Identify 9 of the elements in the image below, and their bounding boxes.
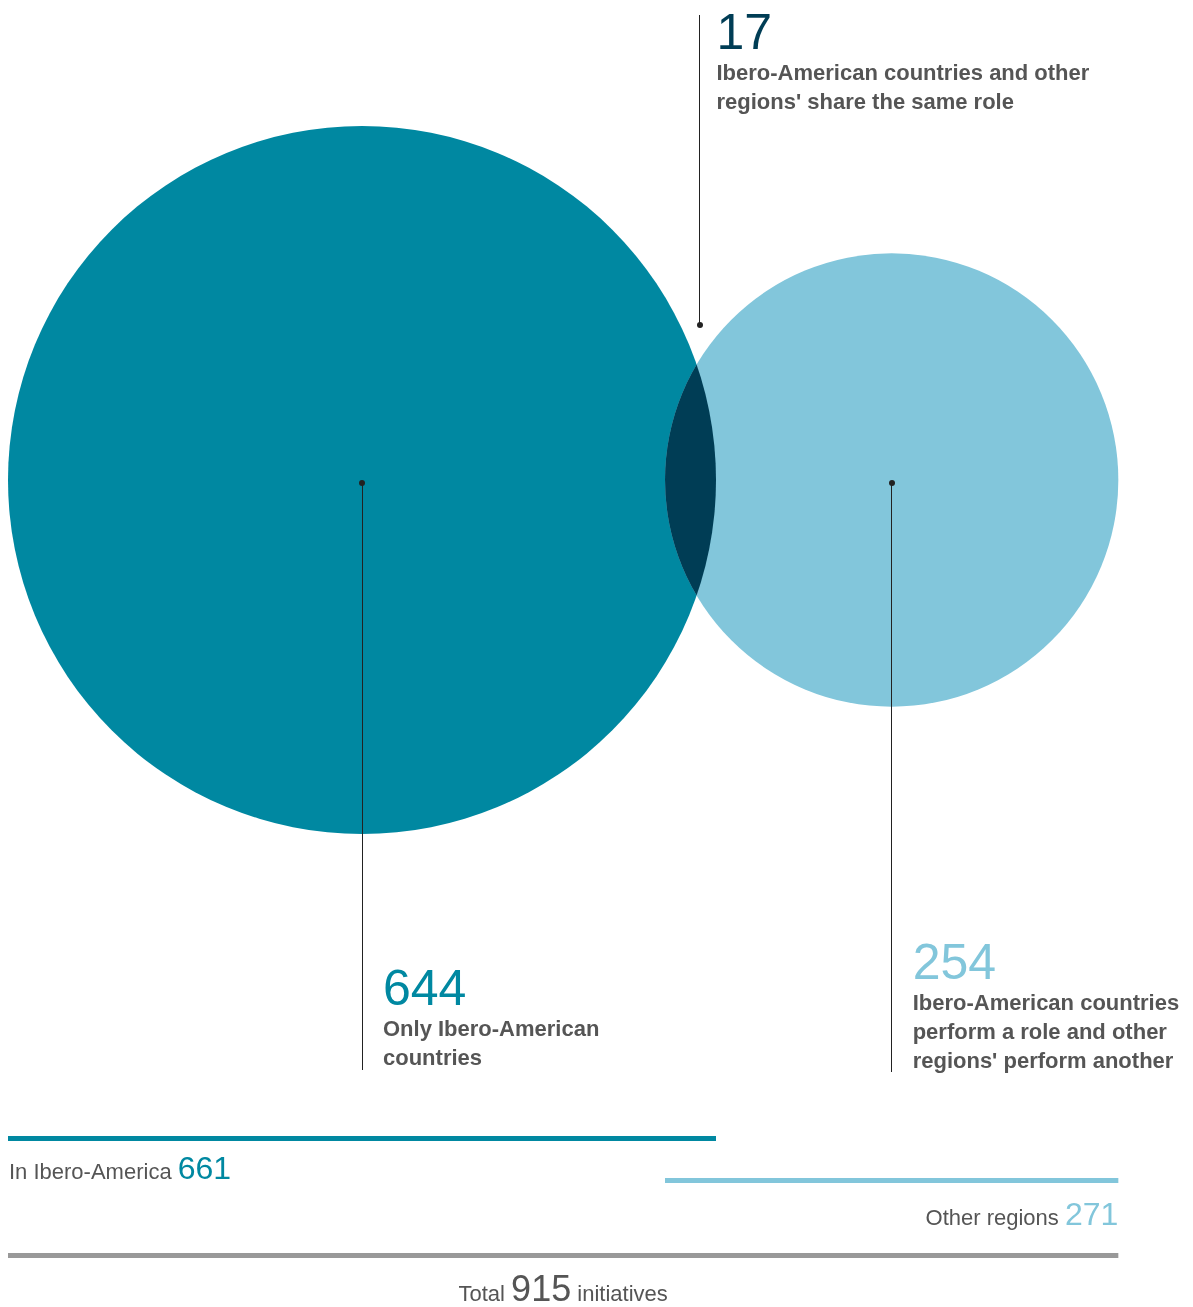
data-label: 254: [912, 934, 998, 990]
category-label: Ibero-American countries and other regions' share the same role: [716, 59, 1091, 116]
text: Total 915 initiatives: [458, 1268, 668, 1307]
data-label: 17: [716, 4, 774, 60]
data-label: 644: [383, 960, 468, 1016]
text: In Ibero-America 661: [9, 1150, 232, 1186]
text: Other regions 271: [925, 1196, 1119, 1232]
category-label: Ibero-American countries perform a role and other regions' perform another: [912, 989, 1181, 1075]
category-label: Only Ibero-American countries: [383, 1015, 601, 1072]
